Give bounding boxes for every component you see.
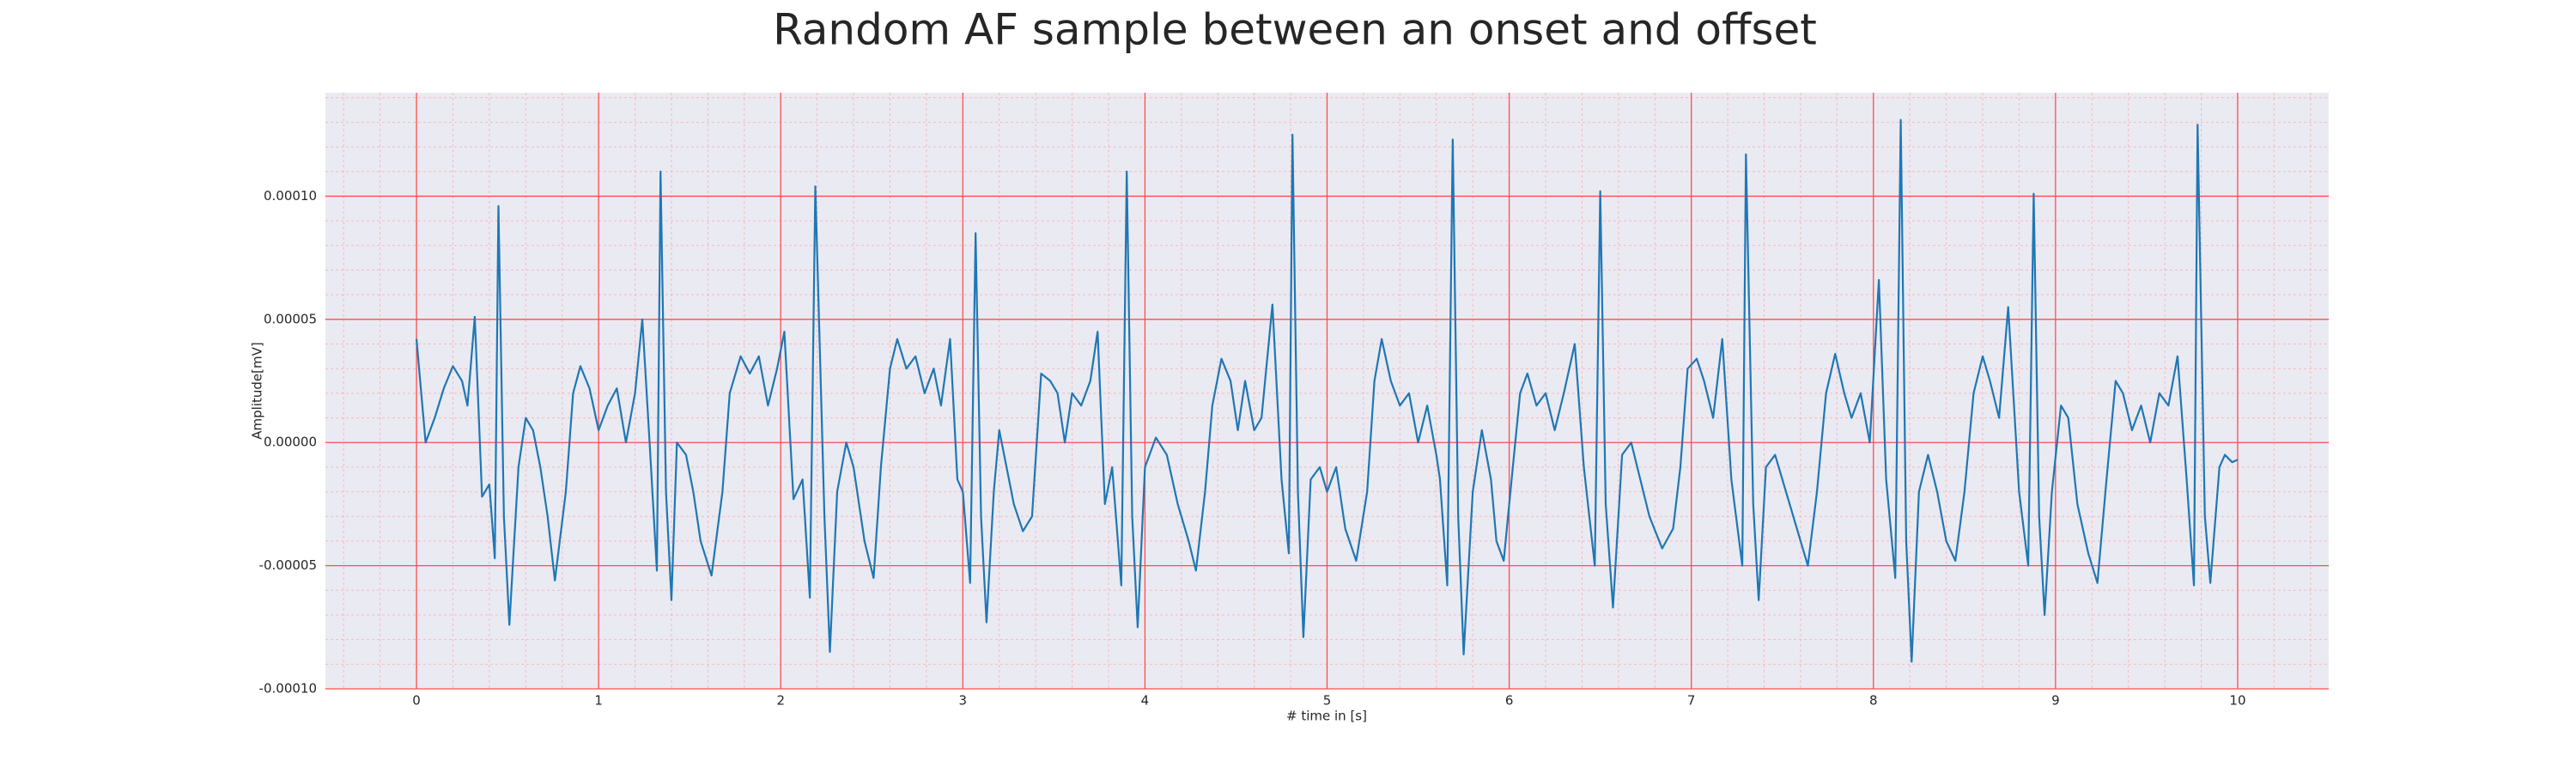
chart-title: Random AF sample between an onset and of… (773, 5, 1817, 55)
x-tick-label: 0 (412, 693, 421, 709)
y-tick-label: -0.00005 (259, 557, 317, 573)
x-axis-label: # time in [s] (1286, 709, 1367, 724)
y-tick-label: -0.00010 (259, 681, 317, 697)
y-tick-label: 0.00005 (264, 311, 317, 326)
y-axis-label: Amplitude[mV] (250, 342, 265, 439)
x-tick-label: 7 (1687, 693, 1696, 709)
x-tick-label: 1 (594, 693, 603, 709)
y-tick-label: 0.00010 (264, 188, 317, 204)
x-tick-label: 3 (959, 693, 968, 709)
x-tick-label: 5 (1323, 693, 1332, 709)
signal-line (415, 119, 2239, 663)
y-tick-label: 0.00000 (264, 435, 317, 450)
x-tick-label: 2 (776, 693, 785, 709)
x-tick-label: 4 (1141, 693, 1150, 709)
x-tick-label: 10 (2229, 693, 2245, 709)
x-tick-label: 8 (1869, 693, 1878, 709)
x-tick-label: 9 (2051, 693, 2060, 709)
x-tick-label: 6 (1505, 693, 1514, 709)
